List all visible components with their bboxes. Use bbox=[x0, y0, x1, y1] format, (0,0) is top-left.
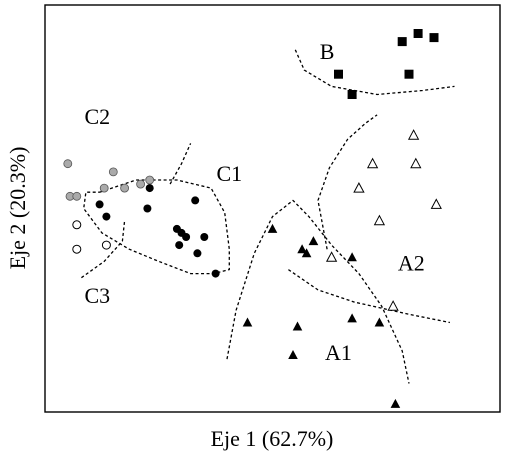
group-label-layer: B C2 C1 C3 A2 A1 bbox=[84, 39, 424, 365]
data-point-triangle-filled-6 bbox=[292, 321, 303, 331]
group-label-a2: A2 bbox=[398, 251, 425, 276]
data-point-triangle-filled-0 bbox=[267, 223, 278, 233]
group-label-c2: C2 bbox=[84, 104, 110, 129]
data-point-circle-gray-5 bbox=[99, 183, 109, 193]
data-point-triangle-filled-2 bbox=[297, 244, 307, 254]
data-point-square-filled-2 bbox=[429, 33, 439, 43]
data-point-square-filled-3 bbox=[334, 69, 343, 79]
data-point-triangle-open-2 bbox=[410, 157, 422, 169]
data-point-triangle-filled-9 bbox=[288, 350, 298, 359]
data-point-triangle-open-6 bbox=[325, 251, 338, 262]
data-point-triangle-filled-5 bbox=[242, 317, 253, 327]
C2-boundary bbox=[169, 143, 192, 185]
plot-frame bbox=[44, 4, 501, 413]
data-point-circle-open-2 bbox=[101, 240, 111, 250]
data-point-triangle-open-1 bbox=[366, 157, 379, 169]
data-point-triangle-filled-1 bbox=[308, 236, 319, 246]
group-label-c1: C1 bbox=[216, 161, 242, 186]
x-axis-label: Eje 1 (62.7%) bbox=[211, 426, 334, 451]
data-point-circle-filled-0 bbox=[145, 184, 154, 193]
data-point-circle-filled-2 bbox=[95, 200, 104, 209]
data-point-triangle-filled-8 bbox=[374, 317, 385, 327]
data-point-circle-filled-8 bbox=[200, 233, 209, 241]
data-point-circle-filled-9 bbox=[175, 241, 184, 250]
data-point-circle-gray-4 bbox=[120, 183, 129, 193]
data-point-square-filled-5 bbox=[347, 90, 357, 99]
data-point-circle-gray-3 bbox=[136, 179, 146, 189]
point-layer bbox=[63, 29, 442, 408]
data-point-square-filled-1 bbox=[413, 29, 423, 38]
data-point-circle-filled-1 bbox=[191, 196, 200, 205]
data-point-circle-gray-0 bbox=[63, 159, 73, 169]
group-label-a1: A1 bbox=[325, 340, 352, 365]
data-point-triangle-open-4 bbox=[430, 198, 442, 209]
A2-boundary bbox=[317, 114, 378, 250]
data-point-triangle-filled-10 bbox=[390, 398, 401, 408]
data-point-circle-filled-11 bbox=[211, 269, 220, 278]
group-label-c3: C3 bbox=[84, 283, 110, 308]
data-point-circle-open-0 bbox=[72, 220, 82, 230]
group-label-b: B bbox=[320, 39, 335, 64]
data-point-circle-filled-4 bbox=[102, 212, 111, 221]
data-point-triangle-filled-7 bbox=[347, 313, 357, 323]
data-point-triangle-open-7 bbox=[387, 300, 399, 311]
data-point-circle-gray-1 bbox=[108, 167, 118, 177]
data-point-triangle-open-5 bbox=[373, 214, 386, 226]
boundary-layer bbox=[81, 49, 455, 384]
data-point-triangle-filled-3 bbox=[301, 248, 312, 258]
data-point-circle-filled-3 bbox=[143, 204, 152, 213]
data-point-triangle-open-0 bbox=[407, 129, 420, 140]
data-point-triangle-filled-4 bbox=[347, 252, 357, 262]
data-point-triangle-open-3 bbox=[353, 182, 365, 193]
data-point-circle-open-1 bbox=[72, 244, 82, 254]
data-point-circle-gray-2 bbox=[145, 175, 155, 185]
A2-lower-boundary bbox=[288, 269, 451, 324]
data-point-circle-filled-10 bbox=[193, 249, 202, 258]
data-point-square-filled-0 bbox=[397, 37, 407, 47]
data-point-circle-gray-7 bbox=[72, 191, 82, 201]
A1-boundary bbox=[226, 199, 410, 384]
data-point-circle-filled-7 bbox=[182, 233, 191, 241]
data-point-square-filled-4 bbox=[404, 69, 414, 79]
C3-boundary bbox=[81, 220, 126, 279]
y-axis-label: Eje 2 (20.3%) bbox=[5, 147, 30, 270]
